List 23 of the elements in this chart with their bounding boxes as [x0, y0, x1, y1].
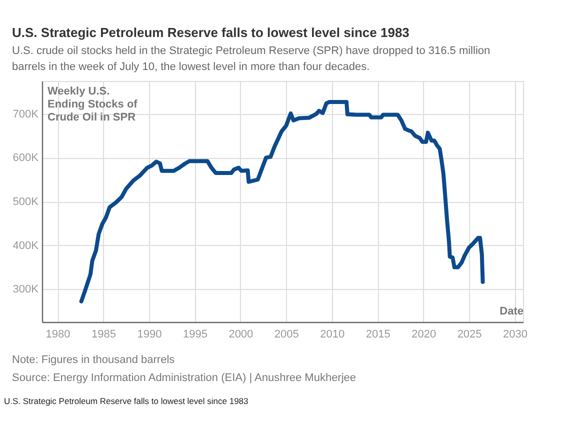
- x-tick-label: 2015: [366, 328, 390, 340]
- y-tick-label: 600K: [12, 152, 40, 164]
- x-tick-label: 1980: [46, 328, 70, 340]
- x-tick-label: 2030: [503, 328, 528, 340]
- chart-subtitle: U.S. crude oil stocks held in the Strategic Petroleum Reserve (SPR) have dropped to 316.5 million barrels in the week of July 10, the lowest level in more than four decades.: [12, 45, 490, 73]
- x-tick-label: 2025: [457, 328, 482, 340]
- x-tick-label: 2005: [274, 328, 299, 340]
- y-axis-title: Weekly U.S. Ending Stocks of Crude Oil in SPR: [48, 86, 138, 124]
- x-tick-label: 2000: [228, 328, 254, 340]
- text: U.S. Strategic Petroleum Reserve falls to lowest level since 1983: [4, 396, 249, 406]
- text: Note: Figures in thousand barrels: [12, 354, 176, 366]
- x-tick-label: 1985: [92, 328, 116, 340]
- source-note: Source: Energy Information Administration (EIA) | Anushree Mukherjee: [12, 372, 356, 384]
- chart-title: U.S. Strategic Petroleum Reserve falls to lowest level since 1983: [12, 25, 410, 40]
- x-tick-label: 2010: [320, 328, 345, 340]
- y-tick-label: 300K: [12, 284, 40, 296]
- x-tick-label: 1995: [182, 328, 208, 340]
- x-tick-label: 2020: [412, 328, 436, 340]
- y-tick-label: 500K: [12, 196, 40, 208]
- y-tick-label: 400K: [12, 240, 40, 252]
- x-axis-title: Date: [500, 306, 524, 318]
- x-tick-label: 1990: [137, 328, 162, 340]
- y-tick-label: 700K: [12, 108, 40, 120]
